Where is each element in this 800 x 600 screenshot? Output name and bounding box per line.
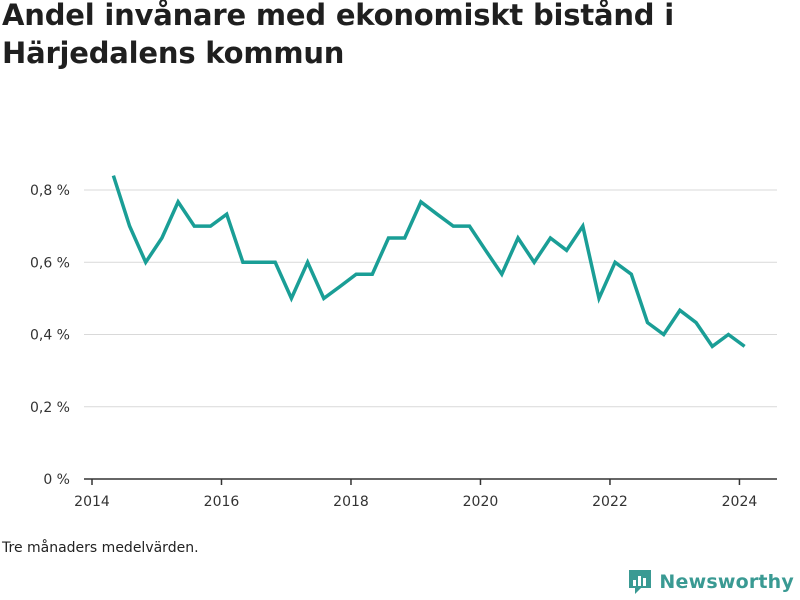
data-point (581, 224, 585, 228)
data-point (629, 272, 633, 276)
data-point (257, 260, 261, 264)
series-layer (111, 174, 747, 349)
data-point (451, 224, 455, 228)
data-point (419, 200, 423, 204)
brand-name: Newsworthy (659, 571, 794, 593)
y-tick-label: 0,6 % (30, 255, 70, 271)
data-point (160, 236, 164, 240)
data-point (241, 260, 245, 264)
data-point (176, 200, 180, 204)
y-tick-label: 0,8 % (30, 183, 70, 199)
data-point (144, 260, 148, 264)
y-axis-tick-labels: 0 % 0,2 % 0,4 % 0,6 % 0,8 % (30, 183, 70, 488)
data-point (662, 333, 666, 337)
data-point (403, 236, 407, 240)
data-point (338, 284, 342, 288)
x-tick-label: 2014 (74, 494, 110, 510)
data-point (613, 260, 617, 264)
data-point (565, 248, 569, 252)
gridlines (84, 189, 777, 408)
x-tick-label: 2024 (722, 494, 758, 510)
data-point (743, 344, 747, 348)
data-point (370, 272, 374, 276)
data-point (694, 321, 698, 325)
data-point (387, 236, 391, 240)
data-point (467, 224, 471, 228)
data-point (192, 224, 196, 228)
y-tick-label: 0,2 % (30, 400, 70, 416)
data-point (516, 236, 520, 240)
data-point (435, 212, 439, 216)
data-point (532, 260, 536, 264)
data-point (306, 260, 310, 264)
data-point (500, 272, 504, 276)
data-point (597, 296, 601, 300)
data-point (678, 308, 682, 312)
data-point (128, 224, 132, 228)
data-point (548, 236, 552, 240)
data-point (208, 224, 212, 228)
brand-logo[interactable]: Newsworthy (627, 568, 794, 596)
footnote: Tre månaders medelvärden. (2, 540, 199, 556)
y-tick-label: 0,4 % (30, 328, 70, 344)
newsworthy-logo-icon (629, 570, 652, 594)
data-point (225, 212, 229, 216)
y-tick-label: 0 % (43, 472, 70, 488)
x-tick-label: 2020 (463, 494, 499, 510)
x-tick-label: 2022 (592, 494, 628, 510)
x-axis: 2014 2016 2018 2020 2022 2024 (74, 478, 777, 510)
data-point (289, 296, 293, 300)
data-point (484, 248, 488, 252)
data-point (354, 272, 358, 276)
series-line (111, 175, 746, 349)
chart-title: Andel invånare med ekonomiskt bistånd i … (2, 0, 675, 70)
data-point (726, 333, 730, 337)
data-point (111, 174, 115, 178)
data-point (273, 260, 277, 264)
x-tick-label: 2018 (333, 494, 369, 510)
data-point (710, 344, 714, 348)
data-point (322, 296, 326, 300)
x-tick-label: 2016 (204, 494, 240, 510)
data-point (646, 321, 650, 325)
